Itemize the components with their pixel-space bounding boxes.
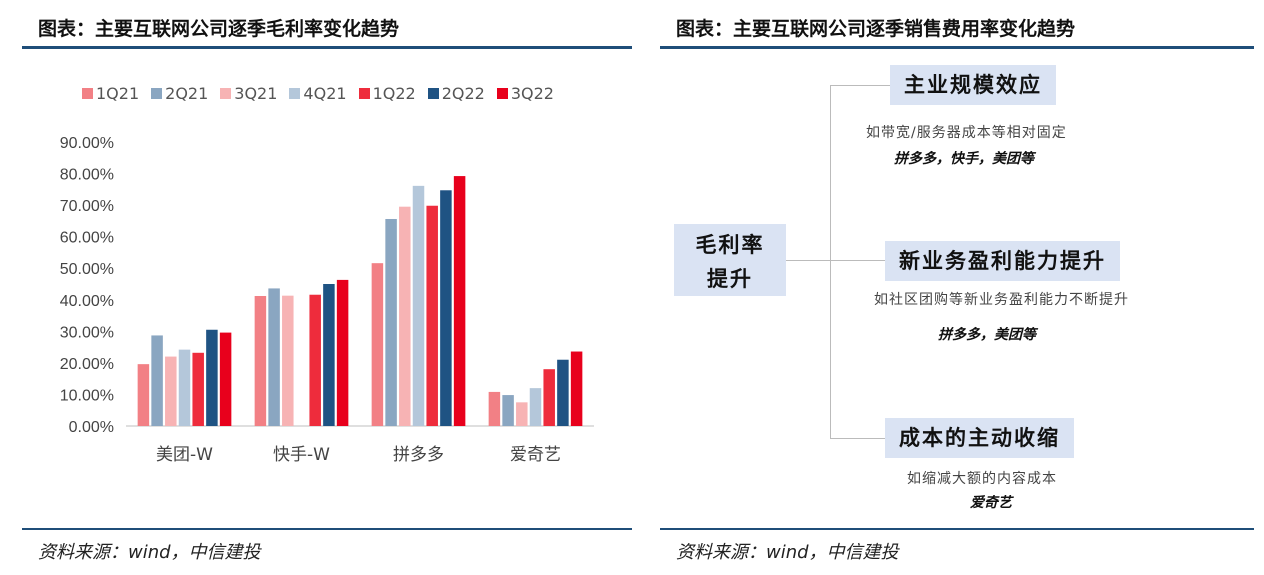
bar-2Q22-3 bbox=[557, 359, 569, 426]
x-tick-label: 快手-W bbox=[273, 445, 330, 465]
root-line-1: 毛利率 bbox=[695, 233, 765, 257]
left-chart-panel: 图表：主要互联网公司逐季毛利率变化趋势 1Q21 2Q21 3Q21 4Q21 1Q22… bbox=[22, 0, 632, 575]
gross-margin-bar-chart: 0.00% 10.00% 20.00% 30.00% 40.00% 50.00% 60.00… bbox=[60, 135, 594, 465]
legend-swatch bbox=[358, 88, 370, 99]
bar-1Q22-1 bbox=[309, 294, 321, 426]
legend-item: 3Q21 bbox=[220, 84, 277, 103]
legend-item: 1Q22 bbox=[358, 84, 416, 103]
bar-4Q21-0 bbox=[178, 349, 191, 426]
bar-4Q21-3 bbox=[529, 388, 542, 426]
branch-desc-new-business: 如社区团购等新业务盈利能力不断提升 bbox=[874, 292, 1129, 308]
chart-legend: 1Q21 2Q21 3Q21 4Q21 1Q22 2Q22 3Q22 bbox=[82, 84, 554, 103]
tree-trunk-line bbox=[830, 85, 831, 438]
y-tick-label: 30.00% bbox=[60, 324, 114, 341]
bar-2Q22-2 bbox=[440, 190, 452, 426]
bar-1Q22-0 bbox=[192, 352, 204, 426]
bar-2Q21-1 bbox=[268, 288, 280, 426]
branch-desc-cost-cutting: 如缩减大额的内容成本 bbox=[907, 471, 1057, 487]
bar-1Q21-0 bbox=[137, 364, 150, 426]
legend-swatch bbox=[151, 88, 163, 99]
legend-label: 4Q21 bbox=[303, 84, 347, 103]
left-bottom-divider bbox=[22, 528, 632, 530]
branch-connector-active bbox=[830, 438, 885, 439]
y-tick-label: 80.00% bbox=[60, 167, 114, 184]
bar-1Q22-2 bbox=[426, 205, 438, 426]
bar-2Q22-1 bbox=[323, 284, 335, 426]
left-source-note: 资料来源：wind，中信建投 bbox=[38, 542, 261, 563]
legend-swatch bbox=[496, 88, 508, 99]
x-tick-label: 拼多多 bbox=[393, 445, 444, 465]
legend-label: 2Q21 bbox=[165, 84, 209, 103]
legend-label: 1Q22 bbox=[372, 84, 416, 103]
bar-2Q22-0 bbox=[206, 329, 218, 426]
bar-1Q21-1 bbox=[254, 295, 267, 426]
legend-swatch bbox=[289, 88, 301, 99]
bar-3Q22-0 bbox=[219, 332, 232, 426]
bar-1Q21-2 bbox=[371, 263, 384, 426]
left-title-divider bbox=[22, 46, 632, 49]
root-connector-line bbox=[786, 260, 886, 261]
right-diagram-title: 图表：主要互联网公司逐季销售费用率变化趋势 bbox=[676, 18, 1076, 40]
bar-3Q21-3 bbox=[516, 402, 528, 426]
legend-swatch bbox=[82, 88, 93, 99]
bar-2Q21-0 bbox=[151, 335, 163, 426]
x-tick-label: 爱奇艺 bbox=[510, 445, 561, 465]
bar-2Q21-2 bbox=[385, 218, 397, 426]
legend-label: 3Q21 bbox=[234, 84, 278, 103]
legend-item: 2Q22 bbox=[427, 84, 485, 103]
y-tick-label: 40.00% bbox=[60, 293, 114, 310]
right-diagram-panel: 图表：主要互联网公司逐季销售费用率变化趋势 毛利率 提升 主业规模效应 如带宽/… bbox=[660, 0, 1254, 575]
legend-swatch bbox=[427, 88, 439, 99]
bar-4Q21-2 bbox=[412, 185, 425, 426]
right-bottom-divider bbox=[660, 528, 1254, 530]
branch-connector-scale bbox=[830, 85, 890, 86]
bar-3Q22-1 bbox=[336, 279, 349, 426]
branch-example-cost-cutting: 爱奇艺 bbox=[970, 495, 1012, 511]
y-tick-label: 70.00% bbox=[60, 198, 114, 215]
legend-swatch bbox=[220, 88, 232, 99]
branch-example-new-business: 拼多多，美团等 bbox=[938, 327, 1036, 343]
x-tick-label: 美团-W bbox=[156, 445, 213, 465]
y-tick-label: 60.00% bbox=[60, 230, 114, 247]
left-chart-title: 图表：主要互联网公司逐季毛利率变化趋势 bbox=[38, 18, 400, 40]
y-tick-label: 10.00% bbox=[60, 387, 114, 404]
legend-label: 3Q22 bbox=[510, 84, 554, 103]
legend-label: 2Q22 bbox=[441, 84, 485, 103]
legend-item: 3Q22 bbox=[496, 84, 554, 103]
branch-desc-scale-effect: 如带宽/服务器成本等相对固定 bbox=[866, 125, 1067, 141]
y-tick-label: 20.00% bbox=[60, 356, 114, 373]
bar-3Q22-3 bbox=[570, 351, 583, 426]
legend-item: 4Q21 bbox=[289, 84, 347, 103]
gross-margin-root-box: 毛利率 提升 bbox=[674, 224, 786, 296]
bar-3Q21-0 bbox=[165, 356, 177, 426]
bar-1Q22-3 bbox=[543, 369, 555, 426]
bar-1Q21-3 bbox=[488, 391, 501, 426]
legend-item: 1Q21 bbox=[82, 84, 139, 103]
bar-3Q21-1 bbox=[282, 295, 294, 426]
bar-3Q22-2 bbox=[453, 176, 466, 426]
branch-box-cost-cutting: 成本的主动收缩 bbox=[885, 418, 1074, 458]
right-title-divider bbox=[660, 46, 1254, 49]
legend-label: 1Q21 bbox=[96, 84, 140, 103]
bar-3Q21-2 bbox=[399, 206, 411, 426]
legend-item: 2Q21 bbox=[151, 84, 208, 103]
branch-example-scale-effect: 拼多多，快手，美团等 bbox=[894, 151, 1034, 167]
bar-2Q21-3 bbox=[502, 395, 514, 426]
branch-box-new-business: 新业务盈利能力提升 bbox=[885, 241, 1120, 281]
y-tick-label: 0.00% bbox=[69, 419, 114, 436]
root-line-2: 提升 bbox=[707, 267, 753, 291]
y-tick-label: 50.00% bbox=[60, 261, 114, 278]
right-source-note: 资料来源：wind，中信建投 bbox=[676, 542, 899, 563]
y-tick-label: 90.00% bbox=[60, 135, 114, 152]
branch-box-scale-effect: 主业规模效应 bbox=[890, 65, 1056, 105]
